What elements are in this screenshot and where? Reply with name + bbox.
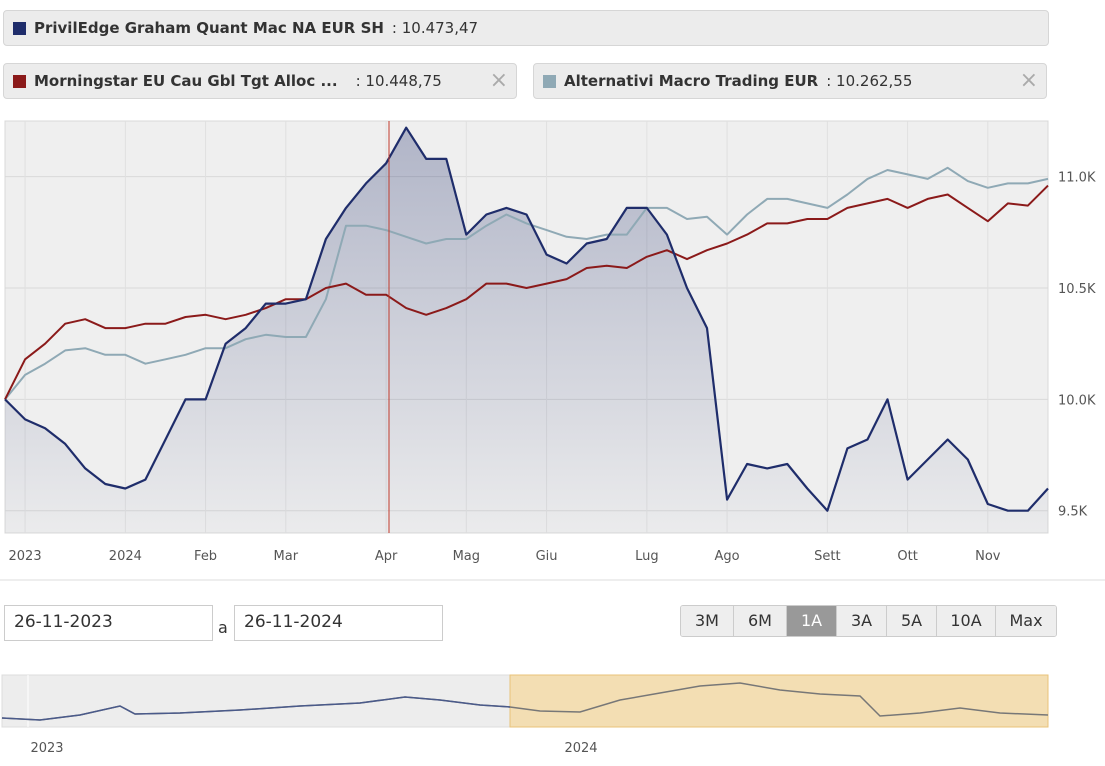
range-button[interactable]: 10A [937,606,996,636]
legend-item[interactable]: PrivilEdge Graham Quant Mac NA EUR SH : … [3,10,1049,46]
navigator-selection[interactable] [509,674,1049,728]
range-button[interactable]: 3A [837,606,887,636]
navigator-label: 2024 [564,741,597,756]
navigator-label: 2023 [30,741,63,756]
x-tick-label: 2023 [9,549,42,564]
x-tick-label: Lug [635,549,659,564]
legend-item[interactable]: Morningstar EU Cau Gbl Tgt Alloc ... : 1… [3,63,517,99]
x-tick-label: Ago [715,549,740,564]
series-line [4,166,1049,401]
legend-swatch [13,74,26,88]
range-button[interactable]: 1A [787,606,837,636]
series-line [4,126,1049,512]
navigator-line [1,696,511,721]
legend-name: PrivilEdge Graham Quant Mac NA EUR SH [34,19,384,37]
range-button[interactable]: 6M [734,606,787,636]
y-tick-label: 11.0K [1058,171,1096,186]
range-buttons: 3M 6M 1A 3A 5A 10A Max [680,605,1057,637]
legend-value: : 10.448,75 [355,72,442,90]
y-tick-label: 9.5K [1058,505,1088,520]
range-button[interactable]: 3M [681,606,734,636]
series-area [5,127,1048,533]
date-from[interactable]: 26-11-2023 [4,605,213,641]
date-to[interactable]: 26-11-2024 [234,605,443,641]
date-separator: a [218,618,228,637]
remove-icon[interactable]: × [489,68,508,93]
legend-name: Morningstar EU Cau Gbl Tgt Alloc ... [34,72,338,90]
x-tick-label: Feb [194,549,217,564]
x-tick-label: Apr [375,549,398,564]
x-tick-label: Mar [274,549,299,564]
legend-value: : 10.473,47 [391,19,479,37]
y-tick-label: 10.5K [1058,282,1096,297]
x-tick-label: Sett [814,549,840,564]
range-button[interactable]: Max [996,606,1056,636]
legend-item[interactable]: Alternativi Macro Trading EUR : 10.262,5… [533,63,1047,99]
legend-swatch [13,21,26,35]
x-tick-label: Giu [536,549,558,564]
x-tick-label: 2024 [109,549,142,564]
legend-swatch [543,74,556,88]
legend-value: : 10.262,55 [826,72,913,90]
remove-icon[interactable]: × [1019,68,1038,93]
x-tick-label: Mag [453,549,480,564]
range-button[interactable]: 5A [887,606,937,636]
legend-name: Alternativi Macro Trading EUR [564,72,819,90]
y-tick-label: 10.0K [1058,393,1096,408]
x-tick-label: Nov [975,549,1001,564]
series-line [4,184,1049,400]
x-tick-label: Ott [897,549,917,564]
